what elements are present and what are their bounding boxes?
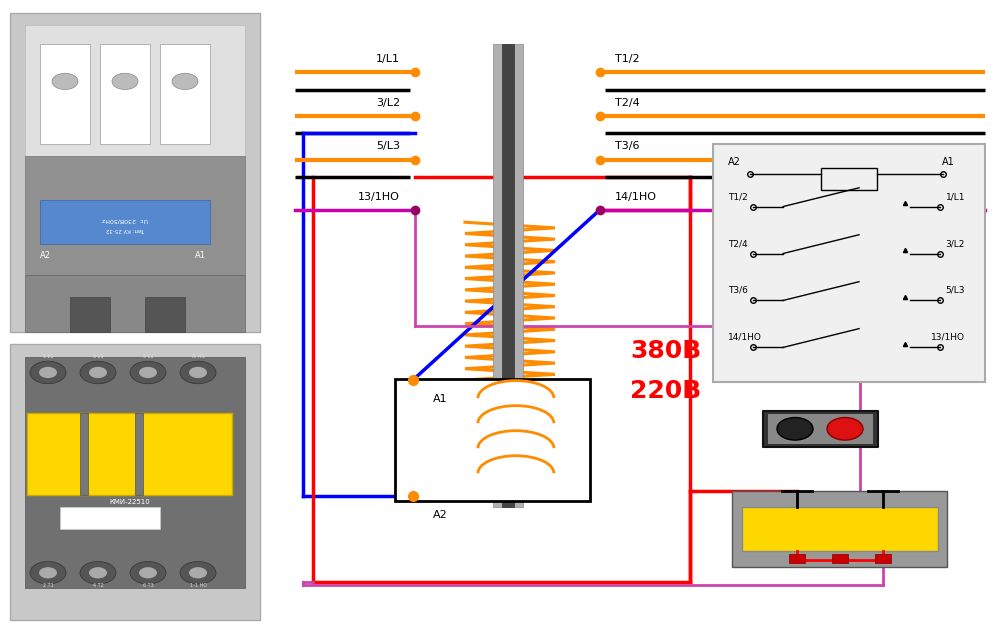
Bar [27, 413, 232, 495]
Bar [768, 414, 872, 444]
Text: 1/L1: 1/L1 [946, 192, 965, 201]
Text: 1/L1: 1/L1 [376, 54, 400, 64]
Bar [732, 491, 947, 567]
Text: 380B: 380B [630, 339, 701, 362]
Text: Тип: КУ 25-32: Тип: КУ 25-32 [105, 227, 145, 232]
Bar [70, 297, 110, 332]
Text: 13/1HO: 13/1HO [358, 192, 400, 202]
Bar [80, 413, 88, 495]
Text: Uc  230B/50Hz: Uc 230B/50Hz [102, 218, 148, 223]
Text: A1: A1 [942, 156, 955, 167]
Bar [713, 144, 985, 382]
Bar [25, 25, 245, 156]
Circle shape [112, 73, 138, 90]
Text: T3/6: T3/6 [615, 141, 640, 151]
Circle shape [89, 367, 107, 378]
Text: A1: A1 [433, 394, 448, 404]
Circle shape [52, 73, 78, 90]
Text: T2/4: T2/4 [728, 239, 748, 248]
Bar [40, 200, 210, 244]
Text: 220B: 220B [630, 379, 701, 403]
Bar [25, 357, 245, 588]
Bar [763, 411, 878, 447]
Text: 5 L3: 5 L3 [143, 354, 153, 359]
Bar [60, 507, 160, 529]
Bar [25, 156, 245, 275]
Circle shape [189, 567, 207, 578]
Bar [10, 13, 260, 332]
Circle shape [827, 418, 863, 440]
Text: 1 L1: 1 L1 [43, 354, 53, 359]
Text: 3/L2: 3/L2 [946, 239, 965, 248]
Text: 6 T3: 6 T3 [143, 583, 153, 588]
Circle shape [39, 567, 57, 578]
Bar [395, 379, 590, 501]
Bar [789, 554, 805, 563]
Bar [493, 44, 523, 507]
Circle shape [777, 418, 813, 440]
Text: 2 T1: 2 T1 [43, 583, 53, 588]
Text: T1/2: T1/2 [615, 54, 640, 64]
Circle shape [130, 562, 166, 584]
Text: A1: A1 [195, 251, 206, 260]
Circle shape [180, 562, 216, 584]
Circle shape [139, 567, 157, 578]
Circle shape [80, 361, 116, 384]
Text: 1-1 HO: 1-1 HO [190, 583, 207, 588]
Circle shape [30, 562, 66, 584]
Bar [135, 413, 143, 495]
Circle shape [30, 361, 66, 384]
Circle shape [130, 361, 166, 384]
Text: T3 HO: T3 HO [190, 354, 206, 359]
Bar [100, 44, 150, 144]
Circle shape [189, 367, 207, 378]
Text: КМИ-22510: КМИ-22510 [110, 499, 150, 505]
Text: 5/L3: 5/L3 [946, 286, 965, 295]
Circle shape [80, 562, 116, 584]
Text: A2: A2 [433, 510, 448, 520]
Circle shape [172, 73, 198, 90]
Circle shape [139, 367, 157, 378]
Bar [40, 44, 90, 144]
Text: 4 T2: 4 T2 [93, 583, 103, 588]
Text: T3/6: T3/6 [728, 286, 748, 295]
Text: 14/1HO: 14/1HO [728, 333, 762, 342]
Bar [832, 554, 848, 563]
Bar [742, 507, 938, 551]
Text: 13/1HO: 13/1HO [931, 333, 965, 342]
Text: T2/4: T2/4 [615, 98, 640, 108]
Bar [145, 297, 185, 332]
Bar [25, 275, 245, 332]
Circle shape [89, 567, 107, 578]
Circle shape [180, 361, 216, 384]
Text: A2: A2 [728, 156, 741, 167]
Text: T1/2: T1/2 [728, 192, 748, 201]
Text: A2: A2 [40, 251, 51, 260]
Bar [502, 44, 514, 507]
Text: 3/L2: 3/L2 [376, 98, 400, 108]
Bar [160, 44, 210, 144]
Circle shape [39, 367, 57, 378]
Bar [10, 344, 260, 620]
Text: 14/1HO: 14/1HO [615, 192, 657, 202]
Bar [875, 554, 891, 563]
Text: 3 L3: 3 L3 [93, 354, 103, 359]
Bar [821, 168, 877, 190]
Text: 5/L3: 5/L3 [376, 141, 400, 151]
